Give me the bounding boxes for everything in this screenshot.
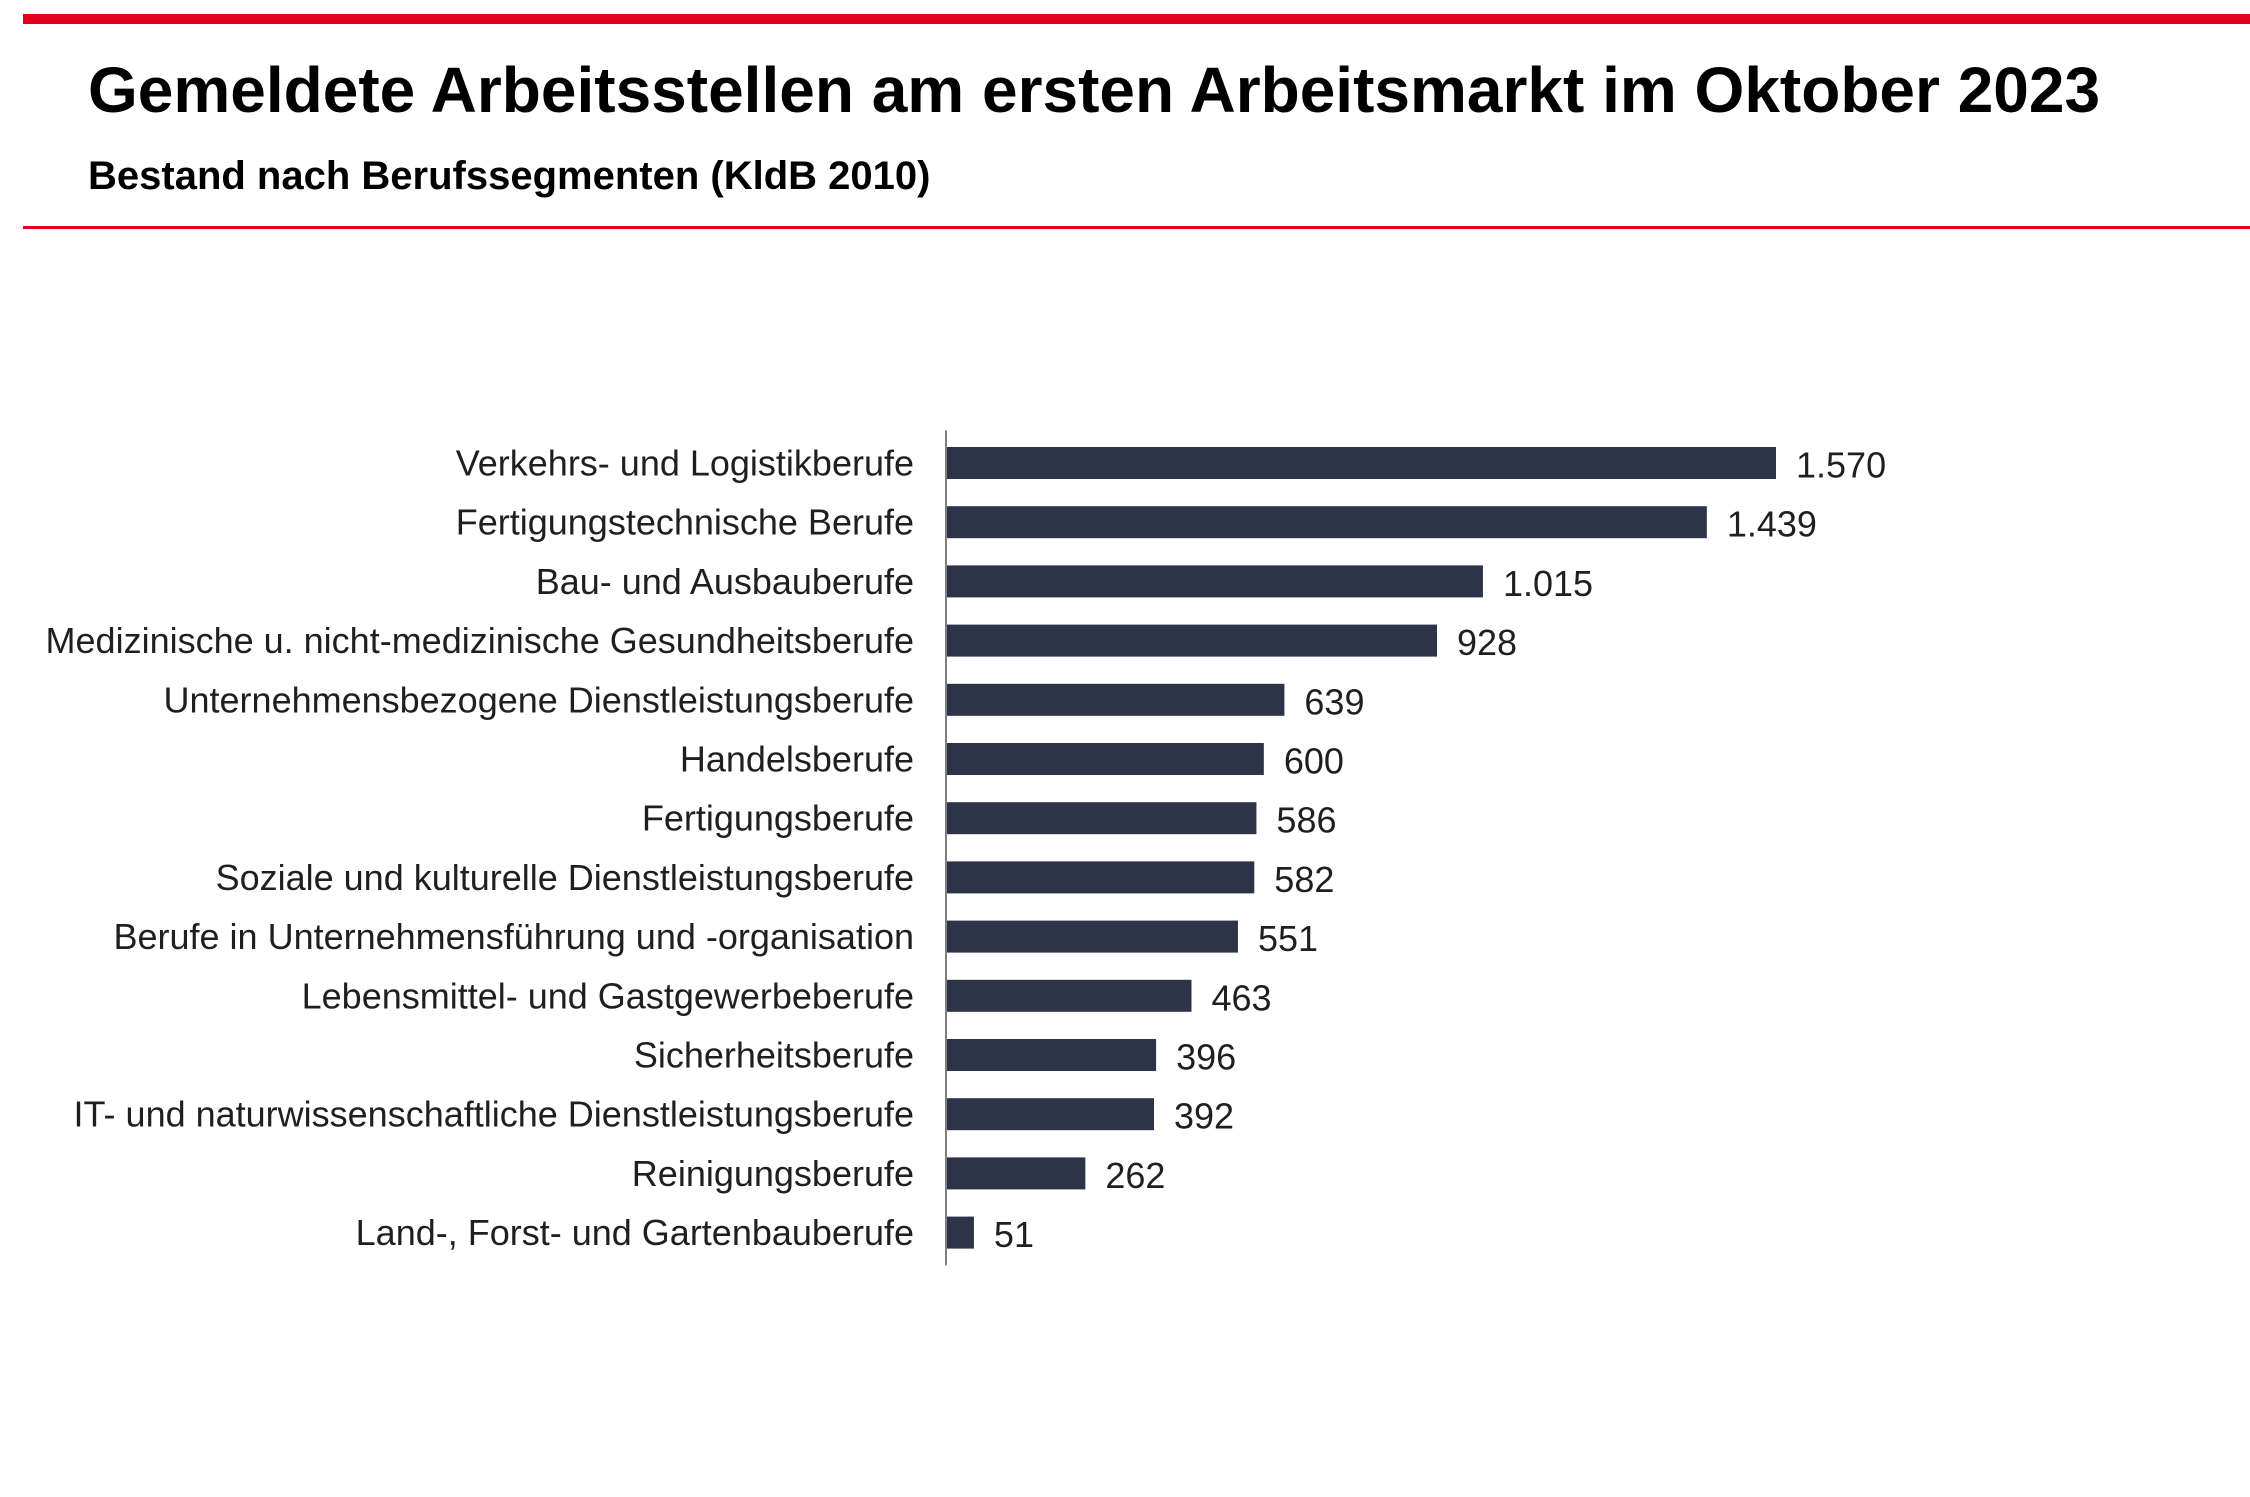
header-divider (23, 226, 2250, 229)
data-label: 396 (1176, 1037, 1236, 1078)
data-label: 1.015 (1503, 563, 1593, 604)
category-label: IT- und naturwissenschaftliche Dienstlei… (74, 1094, 914, 1135)
category-label: Lebensmittel- und Gastgewerbeberufe (302, 975, 914, 1016)
bar (947, 1039, 1157, 1071)
bar (947, 447, 1776, 479)
category-label: Land-, Forst- und Gartenbauberufe (356, 1212, 914, 1253)
category-label: Fertigungstechnische Berufe (456, 502, 914, 543)
bar (947, 1216, 974, 1249)
category-label: Fertigungsberufe (642, 798, 914, 839)
category-label: Berufe in Unternehmensführung und -organ… (113, 916, 914, 957)
bar (947, 1157, 1086, 1190)
data-label: 51 (994, 1214, 1034, 1255)
bar (947, 920, 1238, 953)
category-label: Reinigungsberufe (632, 1153, 914, 1194)
data-label: 600 (1284, 741, 1344, 782)
bar (947, 1098, 1154, 1131)
bar (947, 861, 1255, 894)
data-label: 463 (1211, 977, 1271, 1018)
bar (947, 743, 1264, 775)
bar (947, 624, 1438, 657)
bar (947, 979, 1192, 1012)
category-label: Soziale und kulturelle Dienstleistungsbe… (216, 857, 914, 898)
bar (947, 565, 1483, 598)
data-label: 582 (1274, 859, 1334, 900)
bar (947, 683, 1285, 716)
category-label: Verkehrs- und Logistikberufe (456, 443, 914, 484)
top-accent-rule (23, 14, 2250, 24)
data-label: 392 (1174, 1096, 1234, 1137)
data-label: 1.570 (1796, 445, 1886, 486)
bar (947, 802, 1257, 835)
chart-subtitle: Bestand nach Berufssegmenten (KldB 2010) (88, 154, 931, 198)
category-label: Handelsberufe (680, 739, 914, 780)
category-label: Bau- und Ausbauberufe (536, 561, 914, 602)
data-label: 1.439 (1727, 504, 1817, 545)
bar (947, 506, 1707, 539)
category-label: Sicherheitsberufe (634, 1035, 914, 1076)
data-label: 639 (1304, 681, 1364, 722)
data-label: 586 (1276, 800, 1336, 841)
category-label: Medizinische u. nicht-medizinische Gesun… (46, 620, 914, 661)
chart-title: Gemeldete Arbeitsstellen am ersten Arbei… (88, 54, 2101, 126)
category-label: Unternehmensbezogene Dienstleistungsberu… (164, 679, 914, 720)
data-label: 551 (1258, 918, 1318, 959)
data-label: 262 (1105, 1155, 1165, 1196)
data-label: 928 (1457, 622, 1517, 663)
